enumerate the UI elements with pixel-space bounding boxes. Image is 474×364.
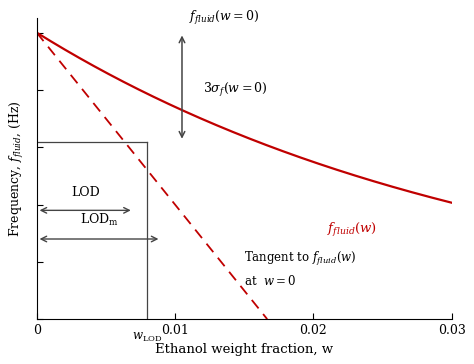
Text: $3\sigma_f(w=0)$: $3\sigma_f(w=0)$ bbox=[203, 81, 267, 99]
Y-axis label: Frequency, $f_{fluid}$, (Hz): Frequency, $f_{fluid}$, (Hz) bbox=[9, 100, 27, 237]
Text: $w_{\mathrm{LOD}}$: $w_{\mathrm{LOD}}$ bbox=[132, 331, 163, 344]
Text: Tangent to $f_{fluid}(w)$
at  $w=0$: Tangent to $f_{fluid}(w)$ at $w=0$ bbox=[244, 250, 356, 288]
Text: $f_{fluid}(w)$: $f_{fluid}(w)$ bbox=[327, 221, 377, 240]
Text: $f_{fluid}(w=0)$: $f_{fluid}(w=0)$ bbox=[189, 9, 259, 27]
Text: $\mathrm{LOD_m}$: $\mathrm{LOD_m}$ bbox=[80, 211, 118, 228]
X-axis label: Ethanol weight fraction, w: Ethanol weight fraction, w bbox=[155, 343, 333, 356]
Text: LOD: LOD bbox=[71, 186, 100, 199]
